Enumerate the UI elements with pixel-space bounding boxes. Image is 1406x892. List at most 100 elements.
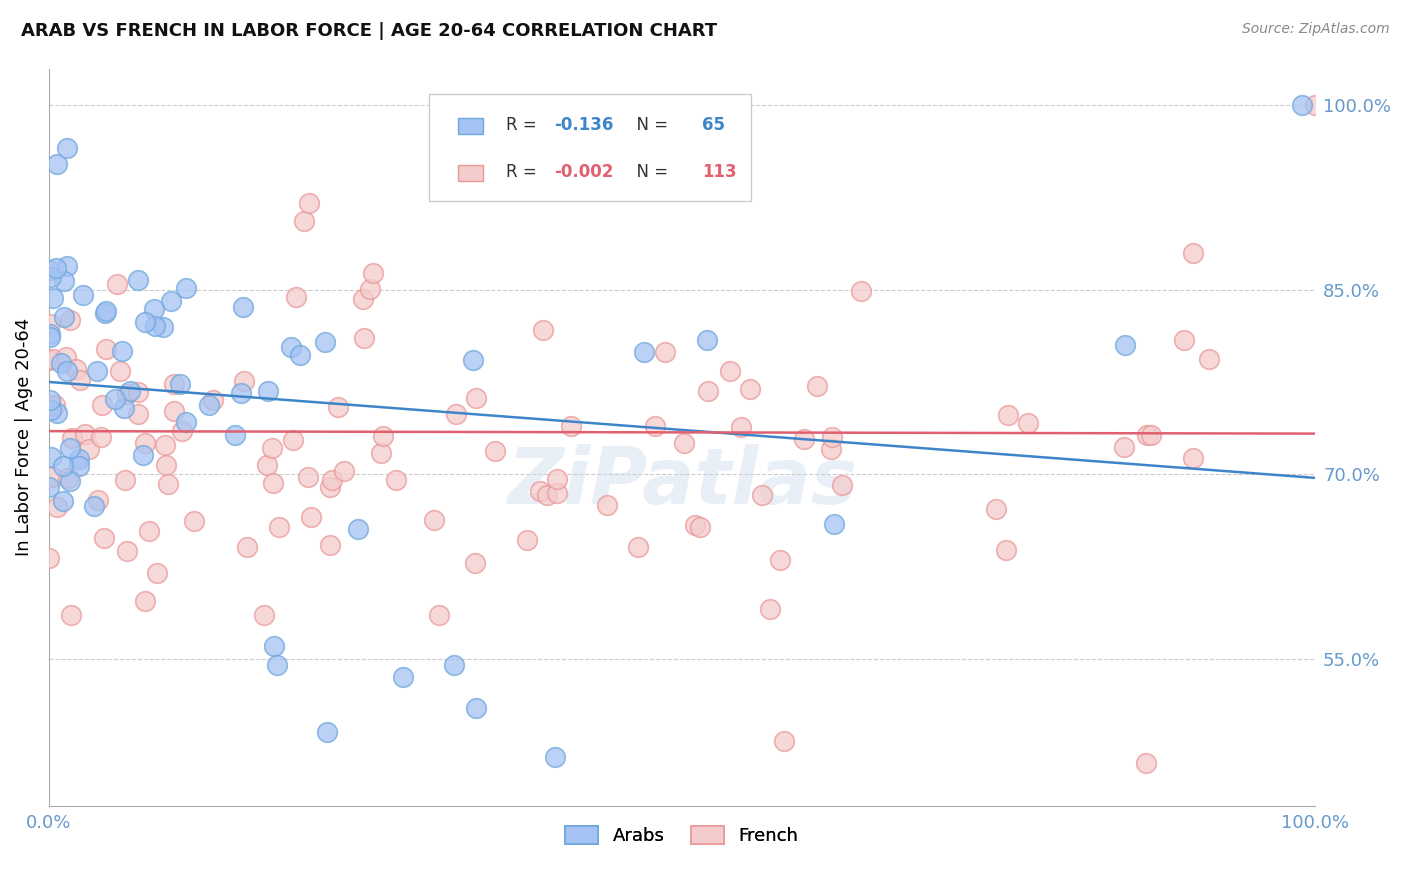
Point <box>39 270 62 285</box>
Point <box>236 540 259 554</box>
Point <box>288 348 311 362</box>
Point <box>39 392 62 407</box>
Point <box>820 442 842 456</box>
Point <box>39 317 62 331</box>
Point <box>696 333 718 347</box>
Point <box>696 384 718 398</box>
Point <box>718 364 741 378</box>
Point <box>169 376 191 391</box>
Point <box>284 290 307 304</box>
Point <box>423 513 446 527</box>
Point <box>683 518 706 533</box>
FancyBboxPatch shape <box>458 118 482 134</box>
Point <box>86 363 108 377</box>
Point <box>267 520 290 534</box>
Point <box>229 385 252 400</box>
Point <box>152 320 174 334</box>
Point <box>198 398 221 412</box>
Point <box>45 406 67 420</box>
Point <box>359 282 381 296</box>
Point <box>104 392 127 406</box>
Point <box>60 608 83 623</box>
Point <box>39 403 62 417</box>
Point <box>117 386 139 401</box>
Point <box>60 431 83 445</box>
Point <box>370 445 392 459</box>
Point <box>38 480 60 494</box>
Text: N =: N = <box>626 116 673 134</box>
Point <box>108 363 131 377</box>
Point <box>772 734 794 748</box>
Point <box>38 353 60 368</box>
Text: R =: R = <box>506 163 541 181</box>
Point <box>353 331 375 345</box>
Point <box>134 436 156 450</box>
Point <box>316 725 339 739</box>
Point <box>38 327 60 342</box>
Point <box>163 376 186 391</box>
Point <box>45 261 67 276</box>
Point <box>1136 427 1159 442</box>
Point <box>347 522 370 536</box>
Point <box>392 670 415 684</box>
Text: -0.002: -0.002 <box>554 163 613 181</box>
Point <box>67 451 90 466</box>
Point <box>793 432 815 446</box>
Point <box>127 407 149 421</box>
Point <box>1139 427 1161 442</box>
Point <box>986 501 1008 516</box>
Point <box>56 141 79 155</box>
Text: Source: ZipAtlas.com: Source: ZipAtlas.com <box>1241 22 1389 37</box>
Point <box>260 441 283 455</box>
Point <box>233 375 256 389</box>
Point <box>134 594 156 608</box>
Point <box>134 315 156 329</box>
Point <box>769 553 792 567</box>
Point <box>280 340 302 354</box>
Point <box>127 384 149 399</box>
Point <box>823 516 845 531</box>
Point <box>321 474 343 488</box>
Point <box>444 407 467 421</box>
Point <box>112 401 135 416</box>
Point <box>484 444 506 458</box>
Point <box>751 488 773 502</box>
Point <box>59 474 82 488</box>
Point <box>183 514 205 528</box>
Point <box>41 351 63 366</box>
Legend: Arabs, French: Arabs, French <box>558 819 806 853</box>
Point <box>56 259 79 273</box>
Point <box>52 458 75 473</box>
Point <box>94 303 117 318</box>
Point <box>299 509 322 524</box>
Point <box>319 479 342 493</box>
Point <box>120 384 142 398</box>
Point <box>146 566 169 580</box>
Point <box>531 323 554 337</box>
Text: ZiPatlas: ZiPatlas <box>506 443 856 519</box>
Point <box>689 520 711 534</box>
Point <box>155 438 177 452</box>
Point <box>94 343 117 357</box>
Point <box>127 272 149 286</box>
Point <box>1017 417 1039 431</box>
Point <box>93 532 115 546</box>
Point <box>546 486 568 500</box>
Point <box>995 542 1018 557</box>
Point <box>39 330 62 344</box>
Point <box>157 476 180 491</box>
Point <box>1173 333 1195 347</box>
Point <box>318 538 340 552</box>
Text: 113: 113 <box>702 163 737 181</box>
Point <box>252 608 274 623</box>
Point <box>53 274 76 288</box>
Point <box>79 442 101 456</box>
Point <box>58 441 80 455</box>
Point <box>464 556 486 570</box>
Point <box>427 607 450 622</box>
Point <box>1114 337 1136 351</box>
Point <box>174 281 197 295</box>
Point <box>730 419 752 434</box>
Point <box>115 544 138 558</box>
Point <box>163 404 186 418</box>
